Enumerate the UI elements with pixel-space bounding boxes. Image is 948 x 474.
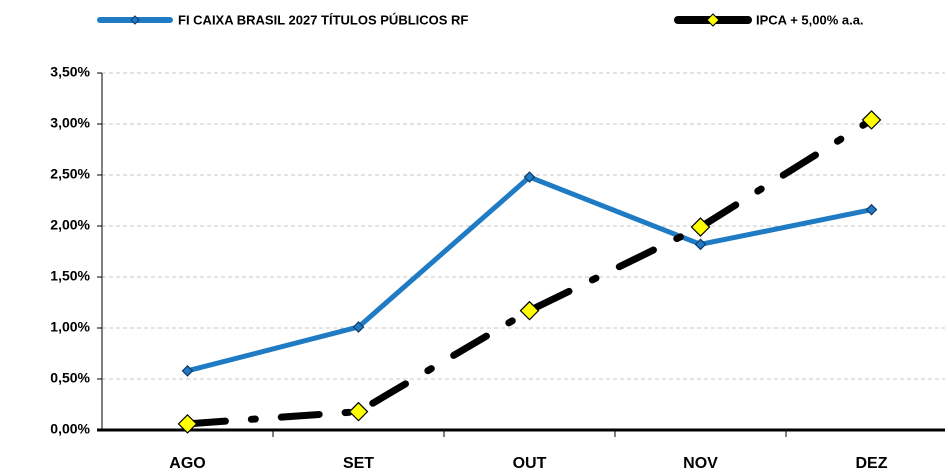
legend-marker (706, 13, 720, 27)
point-marker (861, 110, 882, 130)
legend-label: FI CAIXA BRASIL 2027 TÍTULOS PÚBLICOS RF (178, 12, 468, 27)
legend-label: IPCA + 5,00% a.a. (756, 12, 864, 27)
x-tick-label: OUT (513, 455, 547, 472)
point-marker (348, 401, 369, 422)
series-line (185, 174, 874, 374)
y-tick-label: 2,00% (50, 217, 90, 233)
y-tick-label: 1,50% (50, 268, 90, 284)
point-marker (352, 321, 365, 333)
x-tick-label: AGO (169, 455, 205, 472)
point-marker (181, 364, 194, 377)
point-marker (519, 300, 540, 321)
y-tick-label: 2,50% (50, 166, 90, 182)
y-tick-label: 1,00% (50, 319, 90, 335)
y-tick-label: 3,50% (50, 64, 90, 80)
series-line (184, 116, 875, 428)
y-tick-label: 0,00% (50, 421, 90, 437)
point-marker (690, 217, 711, 237)
point-marker (865, 203, 878, 216)
point-marker (523, 171, 536, 183)
point-marker (694, 238, 707, 251)
x-tick-label: NOV (683, 455, 718, 472)
y-tick-label: 3,00% (50, 115, 90, 131)
legend-marker (130, 15, 140, 25)
point-marker (177, 414, 198, 434)
y-tick-label: 0,50% (50, 370, 90, 386)
x-tick-label: DEZ (856, 455, 888, 472)
x-tick-label: SET (343, 455, 374, 472)
